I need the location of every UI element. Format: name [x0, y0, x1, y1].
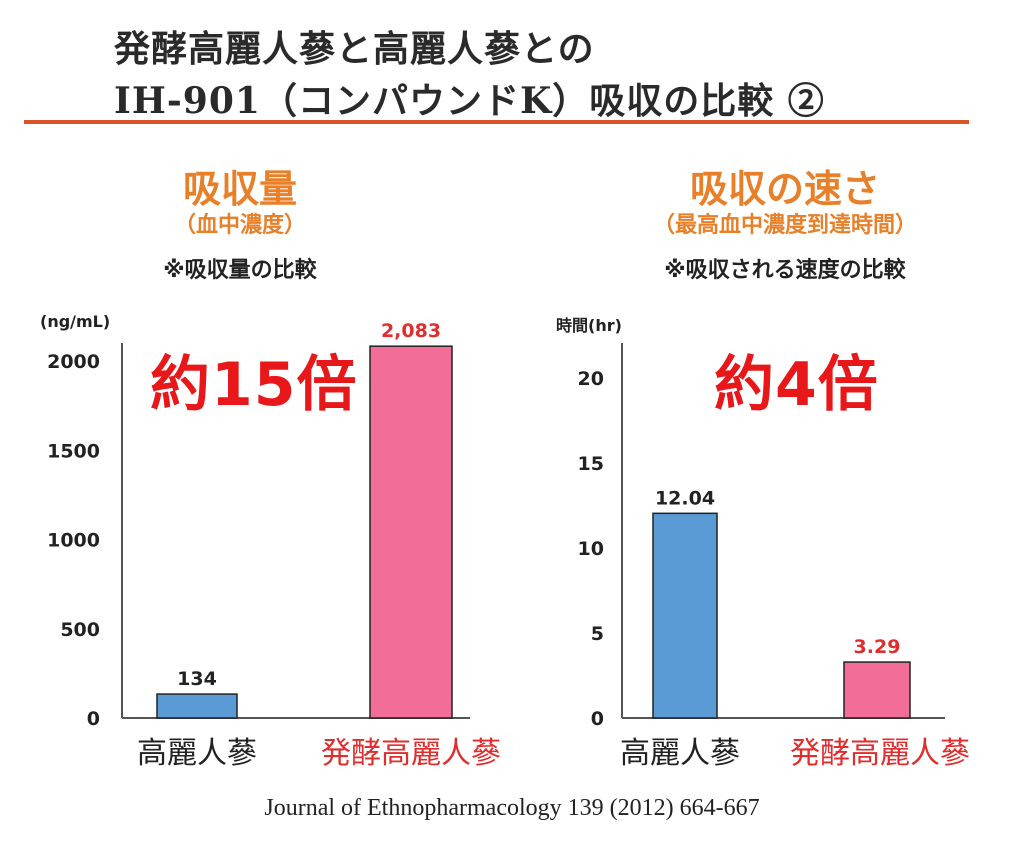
left-y-unit-label: (ng/mL) — [40, 312, 111, 331]
right-y-tick-label: 20 — [578, 368, 604, 390]
right-y-tick-label: 5 — [591, 623, 604, 645]
right-y-tick-label: 0 — [591, 708, 604, 730]
left-y-tick-label: 2000 — [47, 351, 100, 373]
right-y-tick-label: 10 — [578, 538, 604, 560]
left-y-tick-label: 500 — [60, 619, 100, 641]
left-bar-value-label-1: 2,083 — [381, 320, 441, 342]
left-bar-0 — [156, 693, 238, 719]
left-bar-1 — [369, 345, 453, 719]
left-ratio-annotation: 約15倍 — [150, 350, 358, 420]
left-category-label-1: 発酵高麗人蔘 — [321, 736, 501, 771]
right-y-tick-label: 15 — [578, 453, 604, 475]
page-title-line-1: 発酵高麗人蔘と高麗人蔘との — [114, 29, 595, 70]
right-y-unit-label: 時間(hr) — [556, 316, 622, 335]
right-chart-note: ※吸収される速度の比較 — [664, 258, 906, 283]
left-chart-subtitle: （血中濃度） — [173, 213, 306, 238]
right-bar-1 — [843, 661, 911, 719]
title-divider — [24, 120, 969, 124]
left-bar-value-label-0: 134 — [177, 668, 217, 690]
right-ratio-annotation: 約4倍 — [714, 350, 879, 420]
left-y-tick-label: 1000 — [47, 530, 100, 552]
left-y-tick-label: 0 — [87, 708, 100, 730]
page-title-line-2: IH-901（コンパウンドK）吸収の比較 ② — [114, 80, 825, 122]
right-bar-value-label-0: 12.04 — [655, 487, 715, 509]
right-category-label-1: 発酵高麗人蔘 — [790, 736, 970, 771]
left-chart-title: 吸収量 — [182, 167, 297, 211]
citation: Journal of Ethnopharmacology 139 (2012) … — [264, 795, 760, 821]
right-chart-title: 吸収の速さ — [689, 167, 880, 211]
left-category-label-0: 高麗人蔘 — [137, 736, 257, 771]
right-bar-0 — [652, 512, 718, 719]
right-chart-subtitle: （最高血中濃度到達時間） — [652, 213, 917, 238]
left-y-tick-label: 1500 — [47, 440, 100, 462]
right-category-label-0: 高麗人蔘 — [620, 736, 740, 771]
right-bar-value-label-1: 3.29 — [854, 636, 901, 658]
left-chart-note: ※吸収量の比較 — [163, 258, 317, 283]
